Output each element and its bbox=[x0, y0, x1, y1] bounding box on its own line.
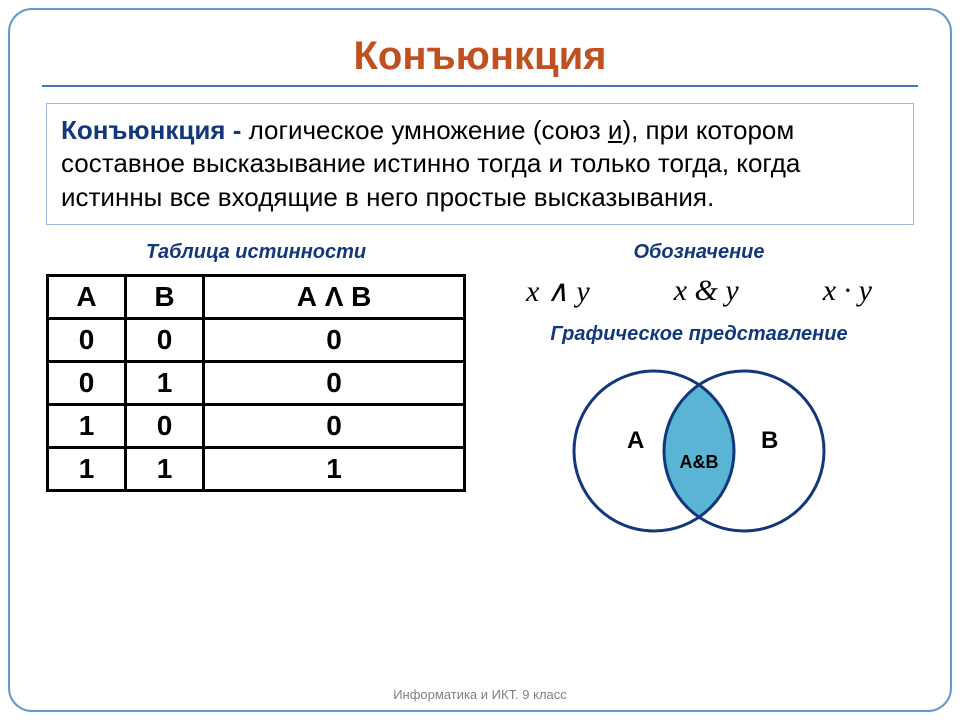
table-cell: 0 bbox=[204, 404, 465, 447]
venn-svg: A B A&B bbox=[539, 356, 859, 546]
table-cell: 0 bbox=[126, 404, 204, 447]
table-cell: 0 bbox=[204, 318, 465, 361]
footer-text: Информатика и ИКТ. 9 класс bbox=[10, 687, 950, 702]
notation-row: x ∧ y x & y x · y bbox=[484, 274, 914, 309]
page-title: Конъюнкция bbox=[38, 34, 922, 79]
table-cell: 0 bbox=[48, 361, 126, 404]
definition-term: Конъюнкция bbox=[61, 115, 225, 145]
table-cell: 0 bbox=[48, 318, 126, 361]
table-header-row: А В А Λ В bbox=[48, 275, 465, 318]
table-cell: 1 bbox=[48, 447, 126, 490]
venn-label-ab: A&B bbox=[680, 452, 719, 472]
table-cell: 0 bbox=[126, 318, 204, 361]
venn-title: Графическое представление bbox=[484, 323, 914, 346]
venn-label-b: B bbox=[761, 427, 778, 454]
definition-body-1: логическое умножение (союз bbox=[249, 115, 608, 145]
notation-item: x & y bbox=[674, 274, 739, 308]
notation-item: x ∧ y bbox=[526, 274, 590, 309]
notation-item: x · y bbox=[823, 274, 872, 308]
table-cell: 1 bbox=[48, 404, 126, 447]
venn-diagram: A B A&B bbox=[484, 356, 914, 546]
slide-frame: Конъюнкция Конъюнкция - логическое умнож… bbox=[8, 8, 952, 712]
truth-table-title: Таблица истинности bbox=[46, 241, 466, 264]
title-divider bbox=[42, 85, 918, 87]
definition-box: Конъюнкция - логическое умножение (союз … bbox=[46, 103, 914, 225]
notation-title: Обозначение bbox=[484, 241, 914, 264]
truth-table: А В А Λ В 0 0 0 0 1 0 1 0 0 bbox=[46, 274, 466, 492]
table-row: 0 0 0 bbox=[48, 318, 465, 361]
truth-table-column: Таблица истинности А В А Λ В 0 0 0 0 1 0 bbox=[46, 239, 466, 492]
table-header: А bbox=[48, 275, 126, 318]
table-header: А Λ В bbox=[204, 275, 465, 318]
definition-dash: - bbox=[225, 115, 248, 145]
table-row: 1 0 0 bbox=[48, 404, 465, 447]
table-cell: 1 bbox=[204, 447, 465, 490]
table-cell: 0 bbox=[204, 361, 465, 404]
table-row: 0 1 0 bbox=[48, 361, 465, 404]
table-cell: 1 bbox=[126, 361, 204, 404]
content-row: Таблица истинности А В А Λ В 0 0 0 0 1 0 bbox=[46, 239, 914, 546]
table-cell: 1 bbox=[126, 447, 204, 490]
table-header: В bbox=[126, 275, 204, 318]
definition-underlined: и bbox=[608, 115, 623, 145]
right-column: Обозначение x ∧ y x & y x · y Графическо… bbox=[484, 239, 914, 546]
table-row: 1 1 1 bbox=[48, 447, 465, 490]
venn-label-a: A bbox=[627, 427, 644, 454]
